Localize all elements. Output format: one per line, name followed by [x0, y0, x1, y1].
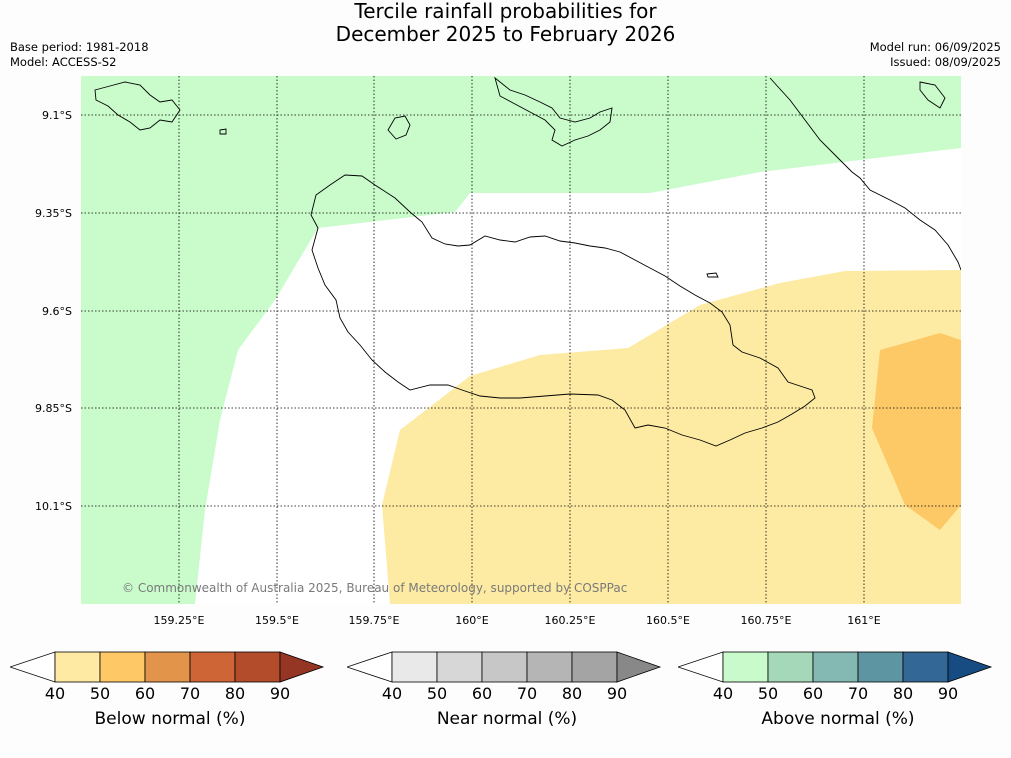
chart-title: Tercile rainfall probabilities for Decem… — [0, 0, 1011, 46]
colorbar-bin — [526, 651, 573, 683]
longitude-labels: 159.25°E 159.5°E 159.75°E 160°E 160.25°E 160.… — [154, 614, 881, 627]
below-normal-region — [382, 270, 961, 604]
colorbar-bin — [436, 651, 483, 683]
colorbar-tick: 80 — [892, 684, 914, 703]
model-run: Model run: 06/09/2025 — [869, 40, 1001, 54]
small-island-1 — [706, 272, 719, 278]
gridlines — [81, 76, 961, 604]
colorbar-bin — [234, 651, 281, 683]
colorbar-0 — [10, 651, 325, 683]
colorbar-bin — [857, 651, 904, 683]
colorbar-bin — [722, 651, 769, 683]
colorbar-tick: 50 — [757, 684, 779, 703]
colorbar-extend-low — [678, 651, 724, 683]
colorbar-bin — [99, 651, 146, 683]
russell-islands — [94, 81, 181, 131]
colorbar-bin — [571, 651, 618, 683]
colorbar-tick: 60 — [134, 684, 156, 703]
colorbar-bin — [812, 651, 859, 683]
base-period: Base period: 1981-2018 — [10, 40, 149, 54]
colorbar-tick: 50 — [426, 684, 448, 703]
colorbar-bin — [902, 651, 949, 683]
colorbar-title: Below normal (%) — [94, 709, 246, 729]
lat-label: 9.85°S — [35, 402, 72, 415]
colorbar-tick: 70 — [847, 684, 869, 703]
colorbar-tick: 70 — [179, 684, 201, 703]
lon-label: 159.75°E — [349, 614, 400, 627]
colorbar-tick: 60 — [471, 684, 493, 703]
colorbar-extend-low — [10, 651, 56, 683]
colorbar-bin — [54, 651, 101, 683]
colorbar-2 — [678, 651, 993, 683]
copyright-notice: © Commonwealth of Australia 2025, Bureau… — [122, 581, 627, 595]
small-island-2 — [219, 128, 227, 135]
guadalcanal-coast — [310, 174, 816, 447]
colorbar-tick: 70 — [516, 684, 538, 703]
meta-right: Model run: 06/09/2025 Issued: 08/09/2025 — [870, 40, 1001, 70]
colorbar-bin — [481, 651, 528, 683]
map-svg: © Commonwealth of Australia 2025, Bureau… — [35, 76, 961, 627]
colorbar-tick: 40 — [44, 684, 66, 703]
lon-label: 161°E — [847, 614, 880, 627]
colorbar-title: Above normal (%) — [761, 709, 915, 729]
colorbar-1 — [347, 651, 662, 683]
lat-label: 9.1°S — [42, 109, 72, 122]
issued-date: Issued: 08/09/2025 — [890, 55, 1001, 69]
above-normal-region-west — [81, 76, 961, 604]
colorbar-extend-high — [947, 651, 993, 683]
colorbar-tick: 90 — [937, 684, 959, 703]
colorbar-tick: 80 — [561, 684, 583, 703]
savo-island — [387, 115, 411, 140]
colorbar-tick: 50 — [89, 684, 111, 703]
lat-label: 9.35°S — [35, 207, 72, 220]
lon-label: 159.25°E — [154, 614, 205, 627]
title-line-1: Tercile rainfall probabilities for — [354, 0, 657, 23]
colorbar-tick: 40 — [712, 684, 734, 703]
lon-label: 160.75°E — [741, 614, 792, 627]
lon-label: 160.5°E — [646, 614, 690, 627]
coastlines — [94, 76, 961, 447]
model-name: Model: ACCESS-S2 — [10, 55, 117, 69]
lat-label: 9.6°S — [42, 305, 72, 318]
colorbar-tick: 60 — [802, 684, 824, 703]
colorbar-tick: 40 — [381, 684, 403, 703]
colorbar-tick: 90 — [269, 684, 291, 703]
colorbar-title: Near normal (%) — [436, 709, 578, 729]
colorbar-extend-high — [616, 651, 662, 683]
lat-label: 10.1°S — [35, 500, 72, 513]
colorbar-extend-low — [347, 651, 393, 683]
map-area — [81, 76, 961, 604]
colorbar-tick: 90 — [606, 684, 628, 703]
malaita-coast — [769, 77, 961, 271]
meta-left: Base period: 1981-2018 Model: ACCESS-S2 — [10, 40, 149, 70]
latitude-labels: 9.1°S 9.35°S 9.6°S 9.85°S 10.1°S — [35, 109, 72, 513]
colorbar-extend-high — [279, 651, 325, 683]
title-line-2: December 2025 to February 2026 — [335, 22, 676, 46]
colorbar-bin — [391, 651, 438, 683]
small-island-3 — [919, 81, 946, 109]
florida-islands — [494, 76, 613, 147]
lon-label: 160.25°E — [545, 614, 596, 627]
colorbar-tick: 80 — [224, 684, 246, 703]
colorbar-bin — [767, 651, 814, 683]
below-normal-region-strong — [872, 333, 961, 530]
lon-label: 160°E — [455, 614, 488, 627]
colorbar-bin — [189, 651, 236, 683]
colorbar-bin — [144, 651, 191, 683]
lon-label: 159.5°E — [255, 614, 299, 627]
